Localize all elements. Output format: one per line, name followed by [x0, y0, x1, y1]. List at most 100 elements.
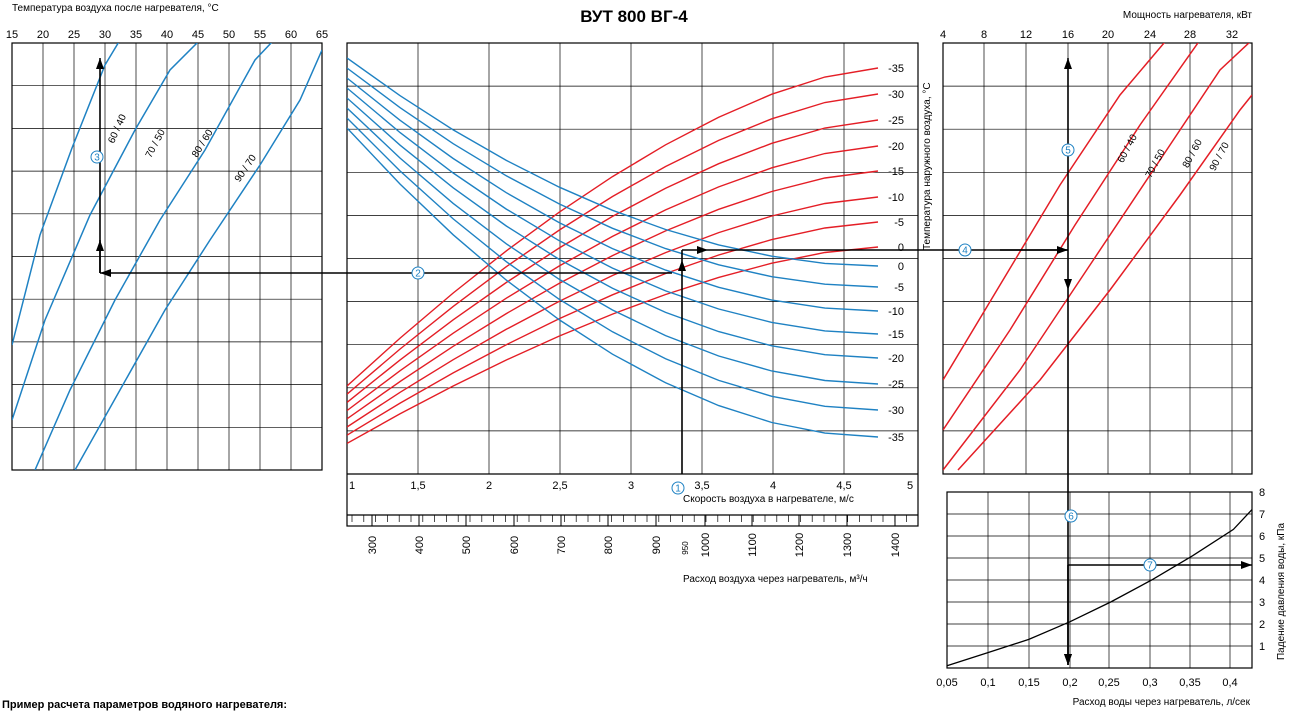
- panel-b-flow-tick: 900: [651, 536, 663, 554]
- arrow-to-temperature-head: [100, 269, 111, 277]
- panel-b-xtick: 5: [907, 480, 913, 492]
- panel-d-xtick: 0,1: [980, 677, 995, 689]
- panel-c-xtick: 32: [1226, 29, 1238, 41]
- panel-a-series-line: [34, 43, 273, 470]
- panel-b-xtick: 2,5: [552, 480, 567, 492]
- panel-b-blue-curve: [347, 117, 879, 411]
- marker-3-ring: [90, 150, 104, 164]
- panel-d-ytick: 2: [1259, 619, 1265, 631]
- marker-7: 7: [1143, 558, 1157, 572]
- arrow-velocity-up: [678, 260, 686, 474]
- chart-title: ВУТ 800 ВГ-4: [580, 7, 688, 26]
- panel-c-xtick: 12: [1020, 29, 1032, 41]
- panel-b-curves: [347, 57, 879, 445]
- panel-d-ylabel: Падение давления воды, кПа: [1276, 523, 1287, 660]
- panel-d-ytick: 7: [1259, 509, 1265, 521]
- panel-b-flow-tick: 1400: [890, 533, 902, 557]
- panel-c-series-line: [957, 94, 1252, 471]
- marker-2-ring: [411, 266, 425, 280]
- panel-c-curves: [943, 43, 1252, 471]
- panel-a-series-label: 80 / 60: [190, 127, 216, 159]
- panel-b-blue-label: -30: [888, 405, 904, 417]
- panel-b-blue-label: -10: [888, 306, 904, 318]
- panel-c-series-line: [943, 43, 1165, 381]
- panel-d-ytick: 4: [1259, 575, 1265, 587]
- panel-b-red-curve: [347, 145, 879, 412]
- marker-4-number: 4: [962, 246, 968, 257]
- panel-a-xtick: 45: [192, 29, 204, 41]
- panel-b-red-curve: [347, 93, 879, 395]
- panel-b-blue-label: 0: [898, 261, 904, 273]
- arrow-flow-tip-head: [1064, 654, 1072, 665]
- panel-b-flow-tick: 1300: [842, 533, 854, 557]
- panel-d-ytick: 1: [1259, 641, 1265, 653]
- panel-b-blue-curve: [347, 97, 879, 359]
- panel-d-ytick: 5: [1259, 553, 1265, 565]
- panel-a-xtick: 60: [285, 29, 297, 41]
- arrow-to-power-head: [1057, 246, 1068, 254]
- panel-c-series-line: [943, 43, 1199, 431]
- panel-b-xtick: 1: [349, 480, 355, 492]
- marker-6-number: 6: [1068, 512, 1074, 523]
- panel-a-xtick: 50: [223, 29, 235, 41]
- arrow-to-right: [682, 246, 708, 254]
- marker-3: 3: [90, 150, 104, 164]
- panel-b-flow-tick: 400: [414, 536, 426, 554]
- marker-2: 2: [411, 266, 425, 280]
- panel-b-flow-tick: 600: [509, 536, 521, 554]
- panel-b-red-label: -25: [888, 115, 904, 127]
- panel-a-xlabel: Температура воздуха после нагревателя, °…: [12, 3, 219, 14]
- panel-a-xtick: 20: [37, 29, 49, 41]
- panel-a-series-line: [12, 43, 199, 421]
- panel-b-blue-curve: [347, 127, 879, 438]
- panel-d-ytick: 3: [1259, 597, 1265, 609]
- arrow-temperature-up: [96, 58, 104, 273]
- panel-b-red-label: -10: [888, 192, 904, 204]
- panel-b-red-curve: [347, 196, 879, 428]
- panel-c-series-label: 60 / 40: [1116, 132, 1140, 165]
- panel-b-xtick: 1,5: [410, 480, 425, 492]
- panel-c-xtick: 16: [1062, 29, 1074, 41]
- panel-a-xtick: 30: [99, 29, 111, 41]
- panel-b-red-label: -20: [888, 141, 904, 153]
- panel-b-red-curve: [347, 246, 879, 445]
- panel-b-blue-label: -20: [888, 353, 904, 365]
- panel-c-xtick: 24: [1144, 29, 1156, 41]
- panel-a-series-label: 90 / 70: [233, 152, 259, 184]
- panel-b-red-label: -35: [888, 63, 904, 75]
- marker-5-number: 5: [1065, 146, 1071, 157]
- marker-1-ring: [671, 481, 685, 495]
- panel-b-red-curve: [347, 119, 879, 403]
- panel-b-blue-label: -35: [888, 432, 904, 444]
- arrow-to-temperature: [100, 269, 672, 277]
- arrow-power-up-head: [1064, 58, 1072, 69]
- panel-b-blue-curve: [347, 67, 879, 288]
- panel-a-curves: [12, 43, 322, 470]
- panel-b-flow-tick: 1200: [794, 533, 806, 557]
- panel-d-xlabel: Расход воды через нагреватель, л/сек: [1073, 697, 1251, 708]
- panel-d-xtick: 0,05: [936, 677, 957, 689]
- marker-6: 6: [1064, 509, 1078, 523]
- marker-3-number: 3: [94, 153, 100, 164]
- marker-5-ring: [1061, 143, 1075, 157]
- marker-5: 5: [1061, 143, 1075, 157]
- panel-b-xlabel: Скорость воздуха в нагревателе, м/с: [683, 494, 854, 505]
- arrow-temperature-mid: [96, 240, 104, 273]
- panel-b-flow-tick: 300: [367, 536, 379, 554]
- panel-b-blue-curve: [347, 87, 879, 335]
- panel-b-xtick: 4,5: [836, 480, 851, 492]
- panel-d-xtick: 0,25: [1098, 677, 1119, 689]
- panel-b-frame: [346, 42, 919, 527]
- arrow-temperature-up-head: [96, 58, 104, 69]
- marker-7-ring: [1143, 558, 1157, 572]
- panel-c-xtick: 8: [981, 29, 987, 41]
- panel-b-blue-label: -15: [888, 329, 904, 341]
- panel-c-xtick: 28: [1184, 29, 1196, 41]
- panel-b-flow-tick: 500: [461, 536, 473, 554]
- panel-d-xtick: 0,3: [1142, 677, 1157, 689]
- panel-d-xtick: 0,15: [1018, 677, 1039, 689]
- panel-d-xtick: 0,2: [1062, 677, 1077, 689]
- panel-b-red-label: -15: [888, 166, 904, 178]
